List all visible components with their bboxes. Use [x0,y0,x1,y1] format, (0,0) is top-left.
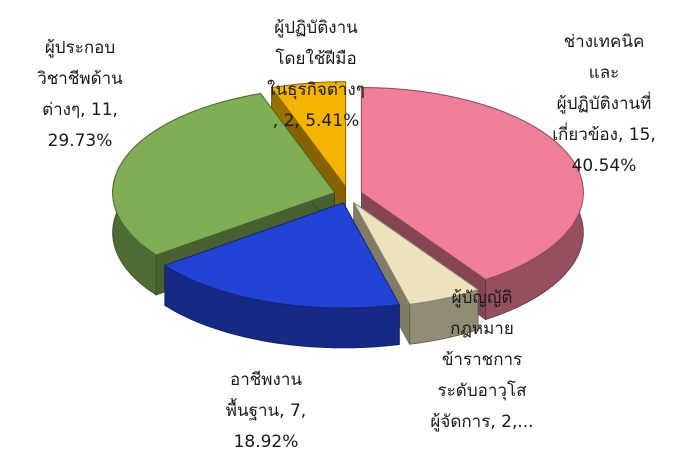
data-label: ผู้จัดการ, 2,... [430,412,533,432]
slice [353,202,480,305]
data-label: ช่างเทคนิค [564,32,645,52]
data-label: 18.92% [234,432,299,452]
data-label: ผู้บัญญัติ [452,288,513,308]
data-label: ระดับอาวุโส [438,380,528,401]
data-label: ต่างๆ, 11, [42,100,118,120]
data-label: โดยใช้ฝีมือ [275,48,356,69]
data-label: อาชีพงาน [230,370,302,390]
data-label: ผู้ปฏิบัติงานที่ [557,91,652,114]
data-label: 40.54% [572,156,637,176]
data-label: ผู้ปฏิบัติงาน [274,18,358,38]
data-label: ผู้ประกอบ [45,38,115,58]
data-label: ข้าราชการ [442,350,522,370]
slice [112,92,336,256]
slice [270,81,347,189]
data-label: เกี่ยวข้อง, 15, [552,122,656,145]
data-label: , 2, 5.41% [273,111,359,131]
data-label: และ [589,63,620,83]
data-label: 29.73% [48,131,113,151]
slice [360,87,584,281]
data-label: กฎหมาย [450,319,514,339]
data-label: พื้นฐาน, 7, [226,398,306,421]
data-label: วิชาชีพด้าน [37,69,123,89]
data-label: ในธุรกิจต่างๆ [267,79,365,100]
slice [163,202,401,309]
